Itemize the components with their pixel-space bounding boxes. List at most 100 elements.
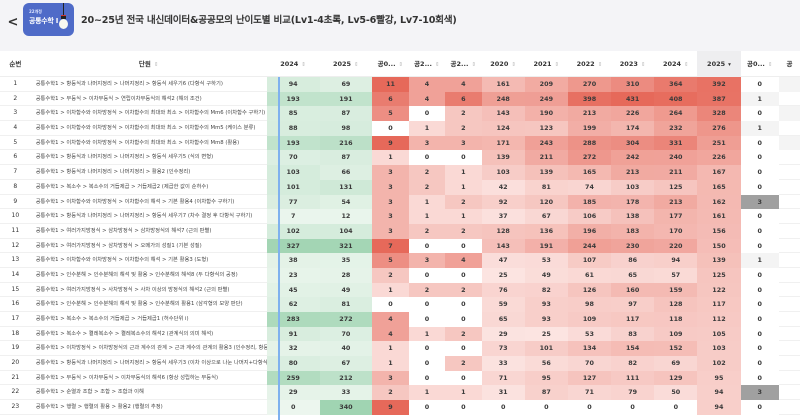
cell-2021: 209 [524,77,568,92]
column-header-7[interactable]: 2020 ⇕ [482,51,525,77]
row-index: 18 [11,329,20,337]
cell-공2...: 0 [408,312,446,327]
table-row[interactable]: 21 공통수학1 > 부등식 > 이차부등식 > 이차부등식의 해석6 (항상 성… [0,370,800,386]
cell-2020: 171 [481,135,525,151]
sort-icon[interactable]: ⇕ [640,62,646,68]
table-row[interactable]: 16 공통수학1 > 인수분해 > 인수분해의 해석 및 활용 > 인수분해의 활… [0,297,800,312]
cell-2022: 107 [567,253,612,268]
cell-2024: 177 [654,209,698,224]
table-row[interactable]: 12 공통수학1 > 여러가지방정식 > 삼차방정식 > 오메가의 성질1 (기본… [0,238,800,254]
cell-2025: 191 [319,91,373,107]
table-row[interactable]: 19 공통수학1 > 이차방정식 > 이차방정식의 근과 계수의 관계 > 근과 … [0,341,800,357]
cell-2023: 82 [611,356,655,371]
cell-overflow [779,239,800,254]
back-button[interactable]: < [7,15,19,30]
cell-2021: 101 [524,341,568,357]
cell-2025: 117 [697,297,741,312]
cell-2020: 42 [481,179,525,195]
cell-공2...: 4 [408,77,446,92]
table-row[interactable]: 18 공통수학1 > 복소수 > 켤레복소수 > 켤레복소수의 해석2 (관계식의… [0,326,800,342]
table-row[interactable]: 13 공통수학1 > 이차함수와 이차방정식 > 이차함수의 해석 > 기본 활용… [0,253,800,268]
unit-path: 공통수학1 > 인수분해 > 인수분해의 해석 및 활용 > 인수분해의 해석8… [35,271,238,278]
cell-2022: 134 [567,341,612,357]
row-index: 5 [13,138,18,146]
cell-2020: 47 [481,253,525,268]
sort-icon[interactable]: ⇕ [554,62,560,68]
cell-2024: 220 [654,238,698,254]
cell-2022: 0 [567,400,612,415]
cell-2024: 327 [266,238,320,254]
sort-icon[interactable]: ⇕ [684,62,689,68]
table-row[interactable]: 20 공통수학1 > 항등식과 나머지정리 > 나머지정리 > 항등식 세우기3 … [0,356,800,371]
table-row[interactable]: 4 공통수학1 > 이차함수와 이차방정식 > 이차함수의 최대와 최소 > 이차… [0,121,800,136]
column-header-12[interactable]: 2025 ▾ [697,51,741,77]
cell-2024: 283 [266,312,320,327]
sort-icon[interactable]: ⇕ [597,62,603,68]
cell-2024: 91 [266,326,320,342]
sort-icon[interactable]: ⇕ [153,62,159,68]
cell-2020: 143 [481,238,525,254]
sort-desc-icon[interactable]: ▾ [728,62,731,68]
column-header-14[interactable]: 공 [779,51,800,77]
table-row[interactable]: 14 공통수학1 > 인수분해 > 인수분해의 해석 및 활용 > 인수분해의 해… [0,267,800,283]
cell-공0...: 5 [372,253,409,268]
cell-2020: 143 [481,106,525,122]
table-row[interactable]: 1 공통수학1 > 항등식과 나머지정리 > 나머지정리 > 항등식 세우기6 (… [0,77,800,92]
cell-공2...: 0 [408,341,446,357]
table-row[interactable]: 3 공통수학1 > 이차함수와 이차방정식 > 이차함수의 최대와 최소 > 이차… [0,106,800,122]
sort-icon[interactable]: ⇕ [471,62,477,68]
cell-2024: 331 [654,135,698,151]
cell-2022: 74 [567,179,612,195]
cell-overflow [779,341,800,356]
cell-2024: 125 [654,179,698,195]
table-row[interactable]: 10 공통수학1 > 항등식과 나머지정리 > 나머지정리 > 항등식 세우기7 … [0,209,800,224]
cell-공2...: 2 [445,282,482,298]
column-header-5[interactable]: 공2... ⇕ [409,51,445,77]
table-row[interactable]: 11 공통수학1 > 여러가지방정식 > 삼차방정식 > 삼차방정식의 해석7 (… [0,223,800,239]
column-header-3[interactable]: 2025 ⇕ [319,51,372,77]
cell-2025: 33 [319,385,373,401]
sort-icon[interactable]: ⇕ [511,62,516,68]
sort-icon[interactable]: ⇕ [301,62,306,68]
sort-icon[interactable]: ⇕ [767,62,773,68]
table-row[interactable]: 9 공통수학1 > 이차함수와 이차방정식 > 이차함수의 해석 > 기본 활용4… [0,194,800,210]
unit-path: 공통수학1 > 여러가지방정식 > 삼차방정식 > 삼차방정식의 해석7 (근의… [35,227,212,234]
cell-2024: 213 [654,194,698,210]
column-header-9[interactable]: 2022 ⇕ [568,51,611,77]
table-row[interactable]: 5 공통수학1 > 이차함수와 이차방정식 > 이차함수의 최대와 최소 > 이차… [0,135,800,151]
table-row[interactable]: 6 공통수학1 > 항등식과 나머지정리 > 나머지정리 > 항등식 세우기5 (… [0,150,800,166]
table-row[interactable]: 17 공통수학1 > 복소수 > 복소수의 거듭제곱 > 거듭제곱1 (허수단위 … [0,312,800,327]
table-row[interactable]: 2 공통수학1 > 부등식 > 이차부등식 > 연립이차부등식의 해석2 (해의 … [0,91,800,107]
column-header-2[interactable]: 2024 ⇕ [267,51,320,77]
column-header-6[interactable]: 공2... ⇕ [445,51,481,77]
sort-icon[interactable]: ⇕ [435,62,440,68]
cell-공2...: 1 [445,165,482,180]
unit-path: 공통수학1 > 이차함수와 이차방정식 > 이차함수의 최대와 최소 > 이차함… [35,125,256,132]
cell-2022: 98 [567,297,612,312]
table-row[interactable]: 23 공통수학1 > 행렬 > 행렬의 활용 > 활용2 (행렬의 추정) 0 340… [0,400,800,415]
table-row[interactable]: 22 공통수학1 > 순열과 조합 > 조합 > 조합과 이해 29 33 2 1 1 31 8… [0,385,800,401]
column-header-8[interactable]: 2021 ⇕ [525,51,568,77]
column-header-11[interactable]: 2024 ⇕ [654,51,697,77]
cell-공2...: 2 [445,121,482,136]
sort-icon[interactable]: ⇕ [354,62,359,68]
cell-공0...: 0 [372,121,409,136]
frozen-column-divider[interactable] [278,77,280,420]
column-header-4[interactable]: 공0... ⇕ [372,51,408,77]
row-index: 12 [11,241,20,249]
cell-공0...: 0 [740,165,779,180]
lightbulb-wire-icon [63,3,64,16]
row-index: 9 [13,197,18,205]
cell-2023: 183 [611,223,655,239]
table-row[interactable]: 15 공통수학1 > 여러가지방정식 > 사차방정식 > 사차 이상의 방정식의 … [0,282,800,298]
table-row[interactable]: 8 공통수학1 > 복소수 > 복소수의 거듭제곱 > 거듭제곱2 (제곱한 값이… [0,179,800,195]
sort-icon[interactable]: ⇕ [398,62,404,68]
cell-2024: 170 [654,223,698,239]
unit-path: 공통수학1 > 복소수 > 복소수의 거듭제곱 > 거듭제곱2 (제곱한 값이 … [35,183,209,190]
column-header-13[interactable]: 공0... ⇕ [741,51,779,77]
column-header-1[interactable]: 단원 ⇕ [31,51,267,77]
table-row[interactable]: 7 공통수학1 > 항등식과 나머지정리 > 나머지정리 > 활용2 (인수정리)… [0,165,800,180]
column-header-0[interactable]: 순번 [0,51,31,77]
column-header-10[interactable]: 2023 ⇕ [611,51,654,77]
cell-공0...: 1 [372,282,409,298]
